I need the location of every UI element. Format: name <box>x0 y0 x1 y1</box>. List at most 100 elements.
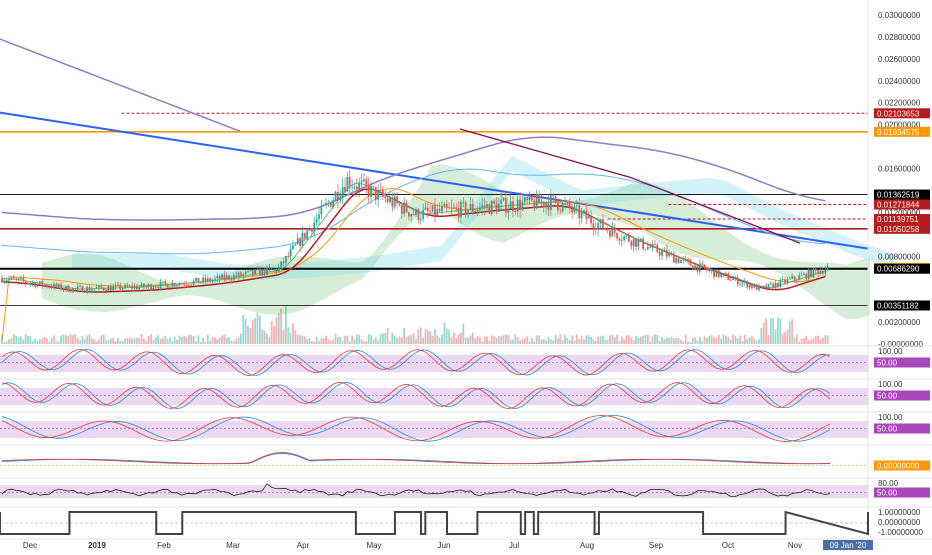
volume-bar <box>781 333 784 344</box>
price-level-badge <box>874 263 930 274</box>
candle-body <box>249 270 252 272</box>
price-level-badge-label: 0.00351182 <box>877 301 919 310</box>
volume-bar <box>561 340 564 344</box>
volume-bar <box>772 318 775 344</box>
candle-body <box>772 283 775 289</box>
volume-bar <box>623 339 626 344</box>
volume-bar <box>256 312 259 344</box>
price-level-badge <box>874 213 930 224</box>
volume-bar <box>325 335 328 344</box>
time-tick-label: 2019 <box>88 541 106 550</box>
volume-bar <box>668 337 671 344</box>
candle-body <box>542 201 545 208</box>
volume-bar <box>580 335 583 344</box>
candle-body <box>363 179 365 181</box>
candle-body <box>308 228 311 231</box>
volume-bar <box>431 335 434 344</box>
volume-bar <box>351 335 354 344</box>
candle-body <box>620 239 623 241</box>
volume-bar <box>102 334 105 344</box>
candle-body <box>247 271 249 272</box>
volume-bar <box>713 337 715 344</box>
indicator-value-badge-label: 0.00000000 <box>877 462 920 471</box>
candle-body <box>119 284 122 290</box>
candle-body <box>280 261 283 268</box>
volume-bar <box>824 335 827 344</box>
candle-body <box>668 253 671 257</box>
volume-bar <box>83 339 86 344</box>
indicator-tick-label: 1.00000000 <box>878 508 921 517</box>
candle-body <box>143 283 145 287</box>
candle-body <box>502 197 505 201</box>
volume-bar <box>332 339 335 344</box>
volume-bar <box>786 329 789 344</box>
volume-bar <box>694 337 697 344</box>
volume-bar <box>31 341 34 344</box>
volume-bar <box>817 335 820 344</box>
volume-bar <box>5 341 8 344</box>
volume-bar <box>795 334 798 344</box>
volume-bar <box>396 338 398 344</box>
volume-bar <box>240 333 242 344</box>
candle-body <box>528 195 531 201</box>
volume-bar <box>803 337 805 344</box>
volume-bar <box>729 339 732 344</box>
volume-bar <box>670 336 673 344</box>
candle-body <box>214 278 216 280</box>
candle-body <box>183 283 186 285</box>
volume-bar <box>225 338 228 344</box>
volume-bar <box>244 318 247 344</box>
candle-body <box>403 202 406 214</box>
volume-bar <box>646 334 649 344</box>
volume-bar <box>128 337 131 344</box>
candle-body <box>372 185 375 187</box>
candle-body <box>488 204 491 214</box>
price-level-badge <box>874 126 930 137</box>
candle-body <box>204 277 207 282</box>
time-axis: Dec 2019 Feb Mar Apr May Jun Jul Aug Sep Oct Nov 09 … <box>0 538 932 550</box>
candle-body <box>689 260 692 266</box>
volume-bar <box>76 338 79 344</box>
volume-bar <box>575 334 578 344</box>
indicator-tick-label: 100.00 <box>878 413 903 422</box>
volume-bar <box>303 336 306 344</box>
volume-bar <box>675 337 678 344</box>
volume-bar <box>559 334 562 344</box>
candle-body <box>180 283 183 285</box>
volume-bar <box>540 339 543 344</box>
volume-bar <box>202 337 204 344</box>
candle-body <box>497 203 500 212</box>
volume-bar <box>284 306 287 344</box>
price-level-badge-label: 0.01271844 <box>877 201 920 210</box>
volume-bar <box>398 336 401 344</box>
candle-body <box>157 287 160 289</box>
candle-body <box>31 282 34 284</box>
candle-body <box>72 288 74 292</box>
candle-body <box>53 283 55 288</box>
candle-body <box>777 282 779 287</box>
time-tick-label: Jul <box>509 541 519 550</box>
candle-body <box>225 275 228 280</box>
volume-bar <box>159 338 162 344</box>
candle-body <box>486 204 488 208</box>
candle-body <box>424 207 427 210</box>
volume-bar <box>516 336 519 344</box>
price-tick-label: 0.02400000 <box>878 77 921 86</box>
candle-body <box>251 270 254 275</box>
candle-body <box>232 275 235 281</box>
price-tick-label: 0.02600000 <box>878 55 921 64</box>
candle-body <box>48 286 51 288</box>
volume-bar <box>826 335 829 344</box>
candle-body <box>441 206 443 212</box>
candle-body <box>15 278 18 280</box>
candle-body <box>22 278 25 281</box>
volume-bar <box>8 339 10 344</box>
candle-body <box>767 283 770 289</box>
volume-bar <box>497 335 500 344</box>
time-cursor-badge <box>823 540 873 550</box>
volume-bar <box>793 337 796 344</box>
